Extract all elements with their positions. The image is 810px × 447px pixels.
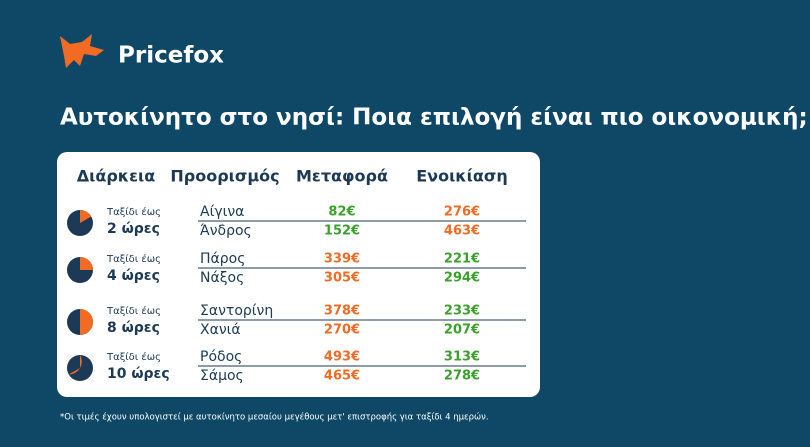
rental-price: 278€ (444, 369, 480, 384)
destination: Αίγινα (200, 204, 244, 220)
column-header: Ενοικίαση (416, 167, 508, 186)
table-card (57, 152, 540, 397)
duration-prefix: Ταξίδι έως (106, 253, 161, 265)
transport-price: 339€ (324, 252, 360, 267)
logo-icon (60, 34, 104, 68)
column-header: Μεταφορά (296, 167, 388, 186)
footnote: *Οι τιμές έχουν υπολογιστεί με αυτοκίνητ… (60, 412, 489, 423)
duration: 8 ώρες (107, 320, 160, 336)
column-header: Διάρκεια (77, 167, 156, 186)
duration-prefix: Ταξίδι έως (106, 305, 161, 317)
destination: Σαντορίνη (200, 303, 273, 319)
duration: 10 ώρες (107, 366, 170, 382)
rental-price: 233€ (444, 304, 480, 319)
title: Αυτοκίνητο στο νησί: Ποια επιλογή είναι … (60, 105, 808, 131)
transport-price: 305€ (324, 271, 360, 286)
rental-price: 207€ (444, 323, 480, 338)
rental-price: 221€ (444, 252, 480, 267)
rental-price: 294€ (444, 271, 480, 286)
duration-prefix: Ταξίδι έως (106, 351, 161, 363)
duration: 2 ώρες (107, 221, 160, 237)
rental-price: 276€ (444, 205, 480, 220)
transport-price: 82€ (328, 205, 355, 220)
destination: Ρόδος (200, 349, 242, 365)
transport-price: 493€ (324, 350, 360, 365)
destination: Άνδρος (200, 223, 252, 239)
transport-price: 378€ (324, 304, 360, 319)
transport-price: 152€ (324, 224, 360, 239)
duration-prefix: Ταξίδι έως (106, 206, 161, 218)
column-header: Προορισμός (170, 167, 279, 186)
rental-price: 463€ (444, 224, 480, 239)
rental-price: 313€ (444, 350, 480, 365)
brand: Pricefox (118, 43, 224, 69)
destination: Χανιά (200, 322, 241, 338)
destination: Πάρος (200, 251, 245, 267)
duration: 4 ώρες (107, 268, 160, 284)
destination: Σάμος (200, 368, 244, 384)
transport-price: 270€ (324, 323, 360, 338)
transport-price: 465€ (324, 369, 360, 384)
duration-icons (67, 209, 93, 381)
destination: Νάξος (200, 270, 244, 286)
